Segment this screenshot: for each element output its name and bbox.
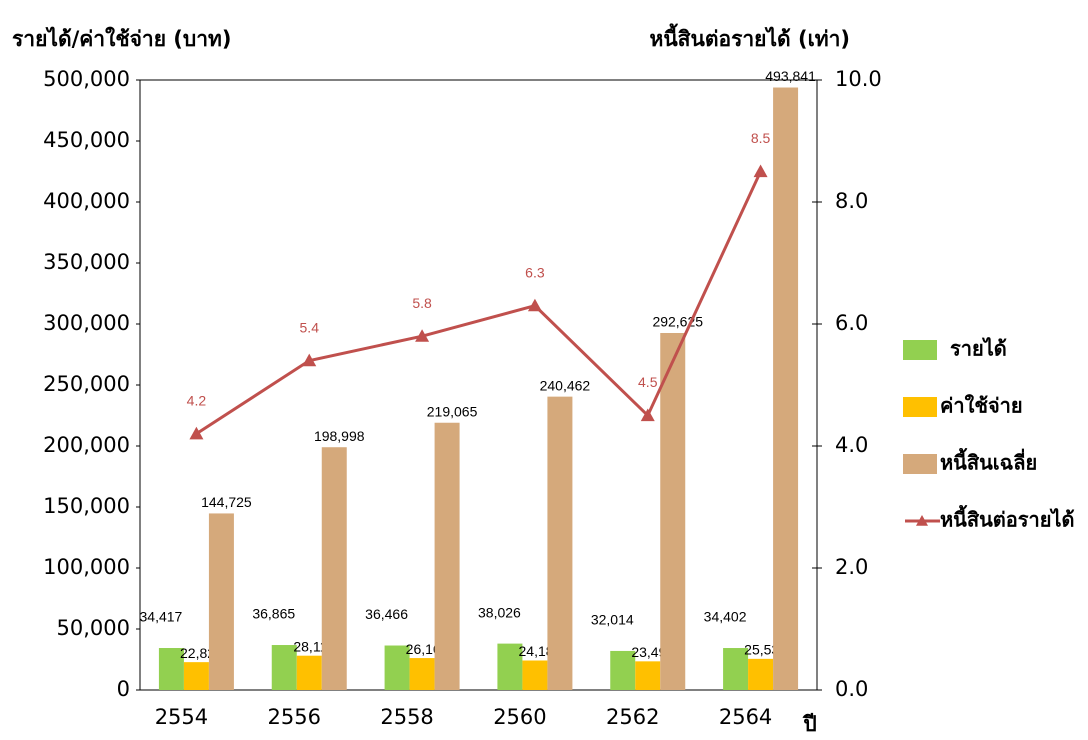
y-tick-label: 50,000 [57,616,130,640]
y-axis-title: รายได้/ค่าใช้จ่าย (บาท) [12,26,231,51]
line-marker [415,329,430,342]
line-marker [753,164,768,178]
x-tick-label: 2564 [719,705,772,729]
bar [321,447,347,690]
bar [271,645,297,690]
x-axis-title: ปี [802,712,817,736]
data-label: 8.5 [751,130,771,146]
line-series [195,170,762,436]
y-tick-label: 200,000 [43,433,130,457]
y-tick-label: 500,000 [43,67,130,91]
line-marker [527,298,542,312]
legend-label: หนี้สินต่อรายได้ [940,505,1074,532]
line-marker [302,353,317,367]
y2-tick-label: 6.0 [835,311,868,335]
y-tick-label: 450,000 [43,128,130,152]
data-label: 5.8 [412,295,432,311]
y2-axis-title: หนี้สินต่อรายได้ (เท่า) [649,23,850,51]
legend-swatch [903,397,937,417]
bar [158,648,184,690]
bar [497,643,523,690]
bar [660,332,686,690]
y2-tick-label: 10.0 [835,67,882,91]
y-tick-label: 250,000 [43,372,130,396]
data-label: 34,417 [140,609,183,625]
bar [748,658,774,690]
plot-frame [139,79,818,691]
y2-tick-label: 8.0 [835,189,868,213]
data-label: 36,466 [365,606,408,622]
bar [183,662,209,690]
y-tick-label: 400,000 [43,189,130,213]
x-tick-label: 2562 [606,705,659,729]
y2-tick-label: 0.0 [835,677,868,701]
y-tick-label: 0 [117,677,130,701]
bar [409,658,435,690]
y-tick-label: 350,000 [43,250,130,274]
legend-swatch [903,340,937,360]
legend-swatch [903,454,937,474]
legend-label: หนี้สินเฉลี่ย [940,448,1037,475]
y-tick-label: 300,000 [43,311,130,335]
bar [773,87,799,690]
x-tick-label: 2554 [155,705,208,729]
data-label: 292,625 [652,314,703,330]
data-label: 219,065 [427,403,478,419]
bar [547,396,573,690]
line-marker [189,426,204,440]
bar [434,422,460,690]
x-tick-label: 2560 [493,705,546,729]
x-tick-label: 2556 [268,705,321,729]
data-label: 240,462 [540,377,591,393]
data-label: 4.2 [187,393,207,409]
data-label: 4.5 [638,374,658,390]
data-label: 5.4 [300,319,320,335]
legend-label: รายได้ [950,337,1007,361]
legend-label: ค่าใช้จ่าย [940,394,1023,418]
bar [635,661,661,690]
y2-tick-label: 2.0 [835,555,868,579]
bar [723,648,749,690]
y-tick-label: 150,000 [43,494,130,518]
bar [522,660,548,690]
data-label: 493,841 [765,68,816,84]
data-label: 6.3 [525,264,545,280]
data-label: 32,014 [591,612,634,628]
bar [610,650,636,690]
bar [296,655,322,690]
bar [384,645,410,690]
y2-tick-label: 4.0 [835,433,868,457]
bar [208,513,234,690]
legend-swatch [916,515,928,526]
y-tick-label: 100,000 [43,555,130,579]
data-label: 198,998 [314,428,365,444]
data-label: 38,026 [478,604,521,620]
data-label: 36,865 [252,606,295,622]
data-label: 144,725 [201,494,252,510]
line-marker [640,408,655,422]
x-tick-label: 2558 [380,705,433,729]
data-label: 34,402 [704,609,747,625]
